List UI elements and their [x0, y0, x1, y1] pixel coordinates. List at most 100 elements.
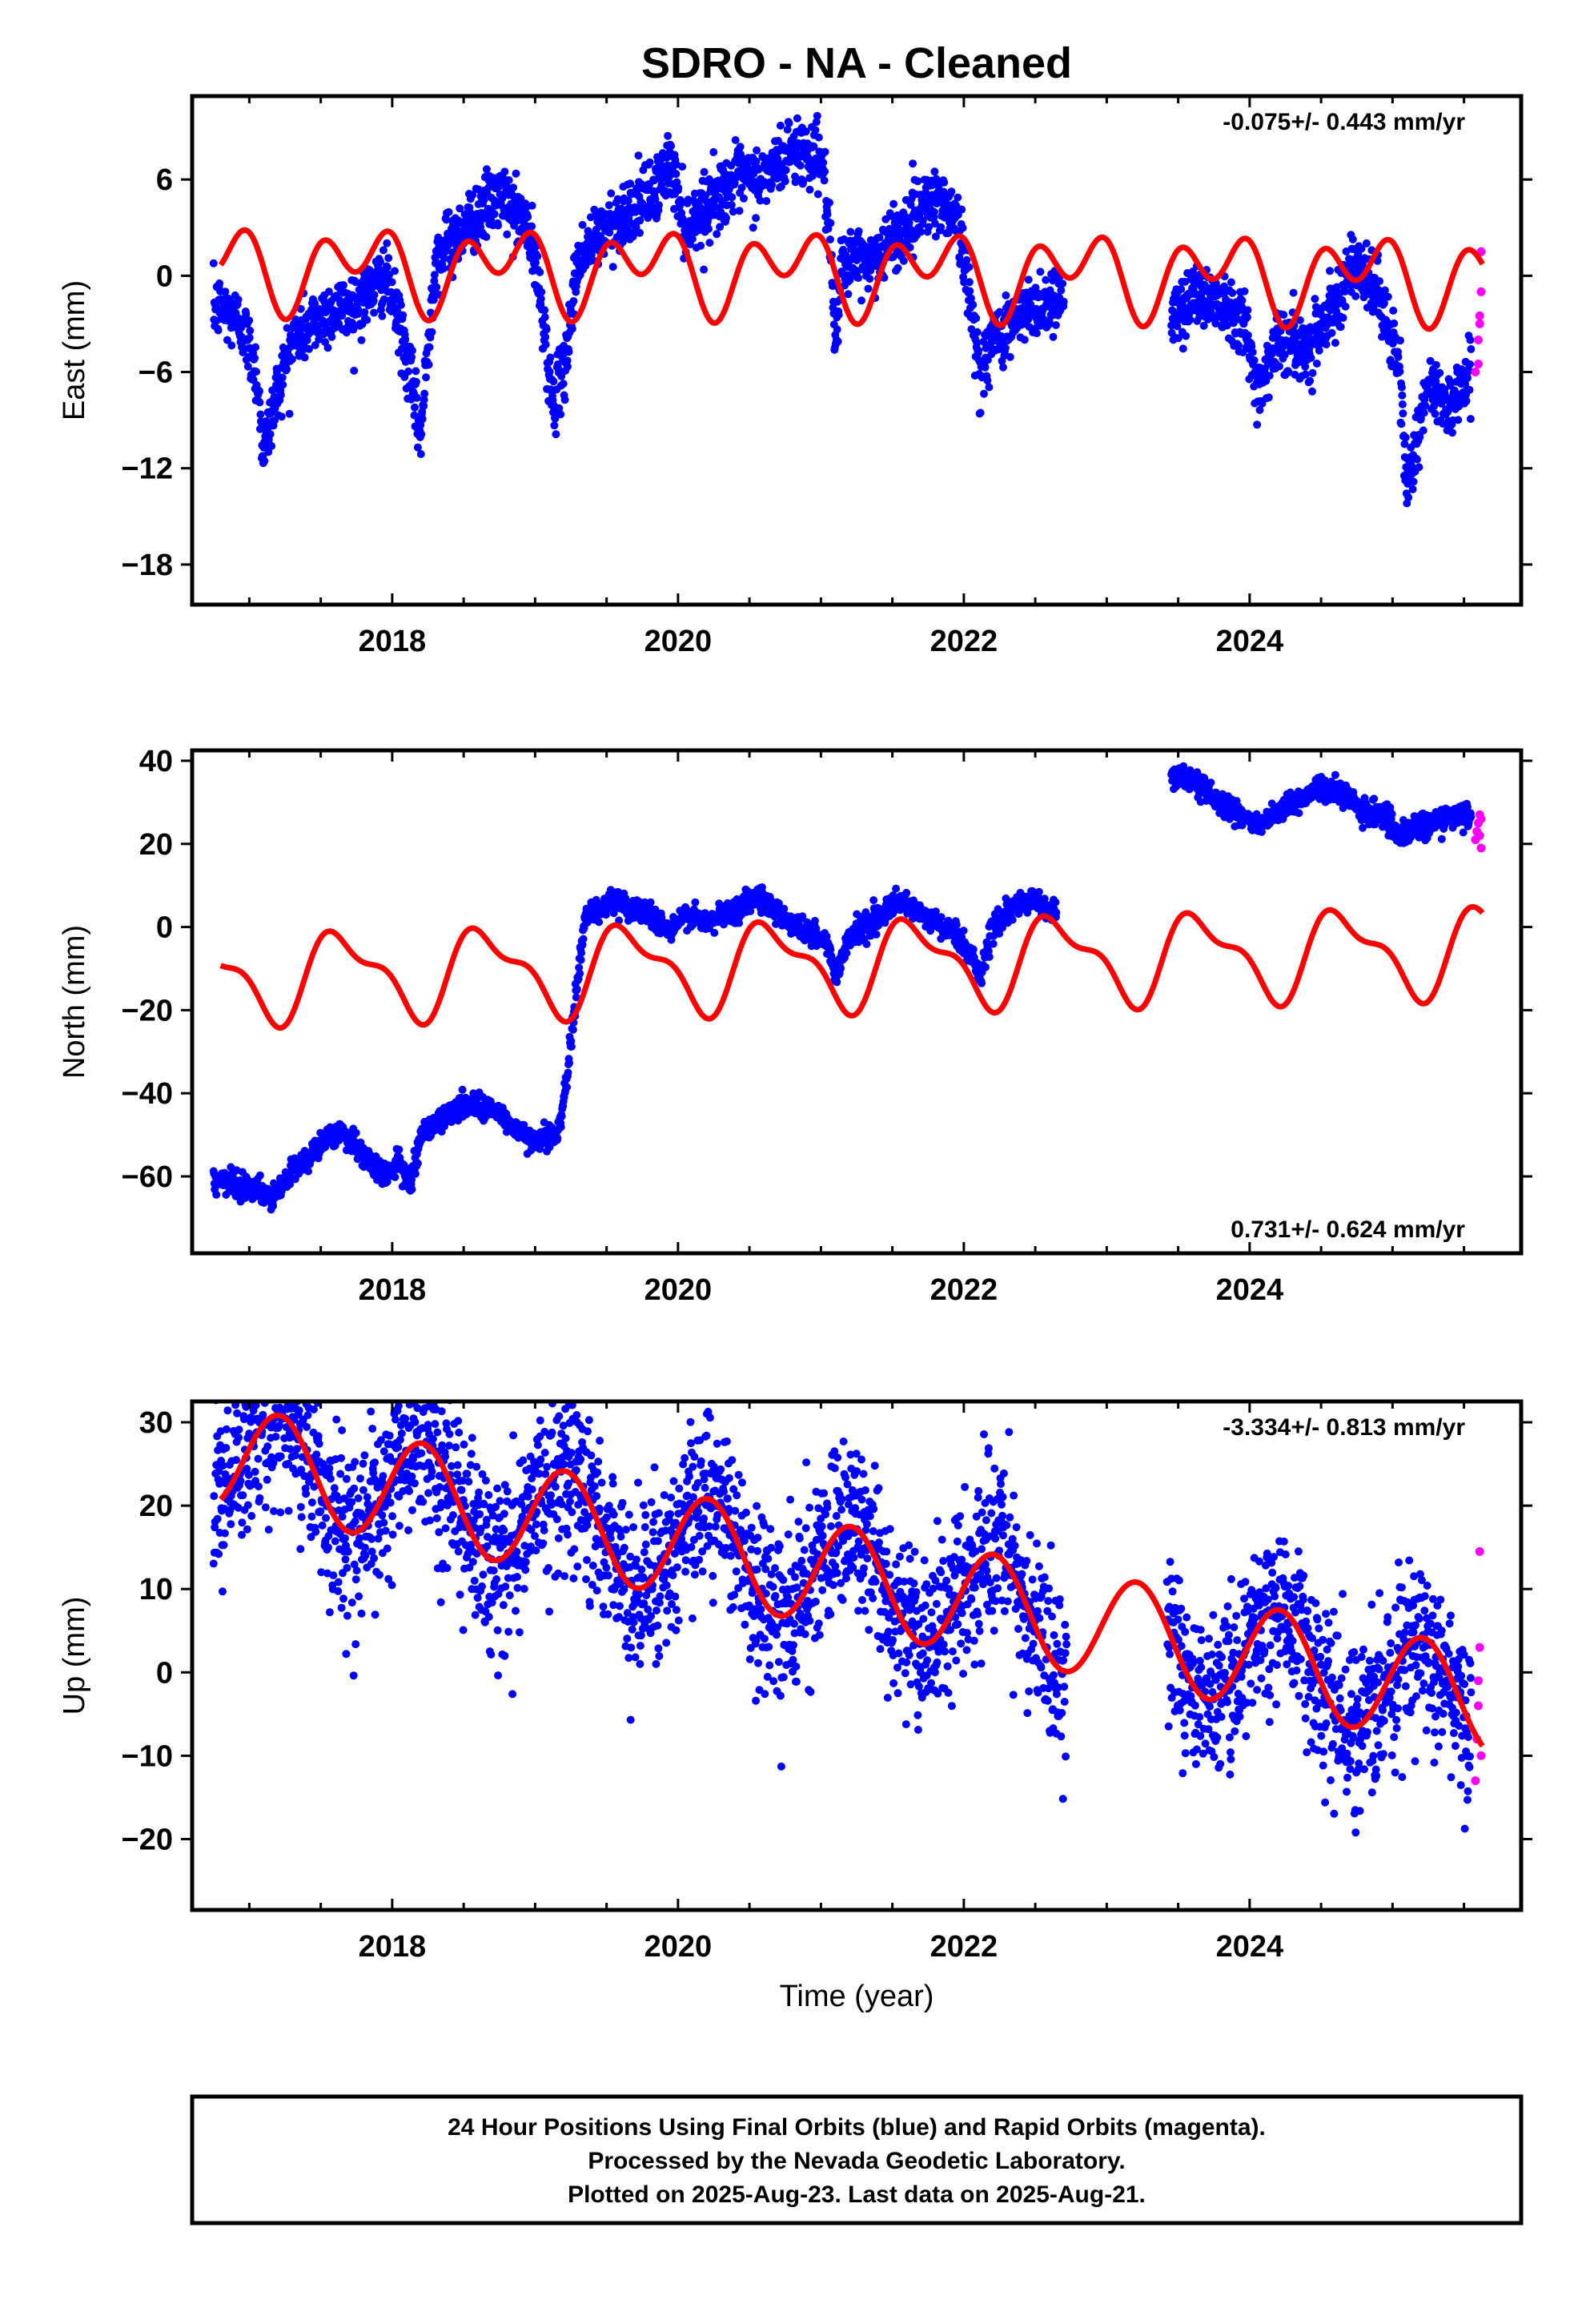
final-orbit-point: [577, 948, 586, 957]
final-orbit-point: [969, 945, 978, 954]
final-orbit-point: [500, 167, 509, 176]
final-orbit-point: [541, 340, 550, 349]
final-orbit-point: [854, 274, 863, 282]
final-orbit-point: [533, 252, 542, 261]
final-orbit-point: [1413, 455, 1421, 464]
final-orbit-point: [1396, 336, 1404, 345]
final-orbit-point: [667, 142, 676, 151]
final-orbit-point: [925, 223, 934, 231]
final-orbit-point: [401, 335, 410, 344]
final-orbit-point: [304, 1167, 312, 1176]
final-orbit-point: [300, 353, 309, 362]
final-orbit-point: [716, 223, 725, 231]
final-orbit-point: [1057, 286, 1066, 295]
y-tick-label: −18: [122, 549, 173, 582]
final-orbit-point: [875, 233, 884, 242]
final-orbit-point: [965, 278, 974, 287]
final-orbit-point: [579, 935, 588, 943]
final-orbit-point: [636, 228, 644, 237]
final-orbit-point: [283, 324, 291, 332]
final-orbit-point: [801, 127, 810, 136]
final-orbit-point: [480, 195, 488, 204]
final-orbit-point: [260, 456, 269, 465]
final-orbit-point: [546, 353, 555, 362]
final-orbit-point: [420, 396, 428, 404]
final-orbit-point: [482, 232, 491, 241]
final-orbit-point: [1419, 408, 1428, 417]
rapid-orbit-point: [1471, 368, 1480, 376]
final-orbit-point: [1398, 400, 1407, 408]
final-orbit-point: [1461, 380, 1470, 388]
final-orbit-point: [255, 1171, 264, 1180]
final-orbit-point: [429, 296, 438, 304]
final-orbit-point: [1185, 309, 1194, 318]
final-orbit-point: [650, 176, 658, 185]
final-orbit-point: [811, 126, 820, 135]
final-orbit-point: [1357, 244, 1366, 253]
final-orbit-point: [553, 1134, 562, 1142]
final-orbit-point: [962, 255, 971, 264]
final-orbit-point: [813, 111, 821, 120]
final-orbit-point: [354, 309, 363, 318]
final-orbit-point: [1182, 332, 1191, 340]
final-orbit-point: [256, 410, 265, 419]
final-orbit-point: [729, 207, 737, 216]
final-orbit-point: [966, 294, 975, 303]
final-orbit-point: [226, 297, 235, 306]
final-orbit-point: [776, 121, 785, 130]
final-orbit-point: [379, 295, 388, 304]
final-orbit-point: [900, 211, 909, 220]
final-orbit-point: [552, 430, 560, 439]
final-orbit-point: [1024, 275, 1033, 284]
final-orbit-point: [276, 391, 285, 400]
final-orbit-point: [420, 389, 429, 398]
final-orbit-point: [931, 232, 940, 241]
final-orbit-point: [412, 377, 420, 386]
final-orbit-point: [305, 344, 313, 353]
final-orbit-point: [1341, 287, 1350, 296]
final-orbit-point: [753, 146, 761, 155]
final-orbit-point: [1051, 321, 1060, 329]
final-orbit-point: [391, 267, 399, 275]
final-orbit-point: [1289, 288, 1298, 297]
final-orbit-point: [422, 373, 431, 382]
final-orbit-point: [654, 201, 663, 210]
final-orbit-point: [973, 328, 982, 336]
final-orbit-point: [509, 183, 518, 192]
final-orbit-point: [700, 265, 709, 274]
final-orbit-point: [837, 964, 845, 973]
final-orbit-point: [420, 401, 428, 410]
final-orbit-point: [578, 220, 587, 229]
final-orbit-point: [395, 1145, 404, 1154]
final-orbit-point: [736, 143, 745, 151]
final-orbit-point: [245, 316, 254, 325]
final-orbit-point: [688, 235, 697, 243]
final-orbit-point: [864, 284, 873, 293]
final-orbit-point: [1247, 342, 1256, 351]
final-orbit-point: [1466, 360, 1474, 368]
final-orbit-point: [1240, 287, 1249, 296]
final-orbit-point: [1375, 277, 1384, 286]
final-orbit-point: [523, 242, 532, 251]
final-orbit-point: [1326, 267, 1334, 275]
final-orbit-point: [324, 287, 333, 296]
final-orbit-point: [952, 920, 961, 929]
final-orbit-point: [391, 1172, 400, 1181]
final-orbit-point: [844, 290, 853, 299]
final-orbit-point: [434, 233, 443, 242]
final-orbit-point: [672, 170, 681, 179]
final-orbit-point: [376, 257, 384, 266]
final-orbit-point: [1336, 323, 1345, 332]
final-orbit-point: [985, 952, 994, 961]
final-orbit-point: [1462, 396, 1471, 405]
final-orbit-point: [1395, 367, 1404, 376]
final-orbit-point: [243, 362, 252, 371]
final-orbit-point: [1031, 283, 1040, 292]
final-orbit-point: [339, 281, 347, 290]
final-orbit-point: [1167, 321, 1176, 330]
final-orbit-point: [958, 223, 967, 232]
final-orbit-point: [528, 201, 536, 210]
final-orbit-point: [428, 328, 436, 336]
final-orbit-point: [1178, 344, 1187, 353]
